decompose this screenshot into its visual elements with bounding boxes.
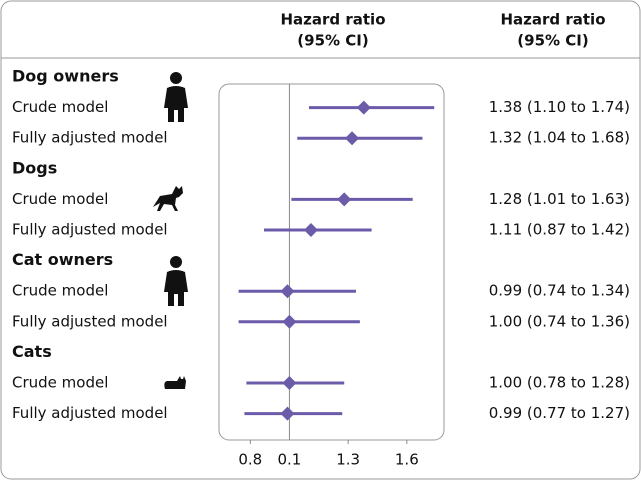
row-label: Fully adjusted model xyxy=(12,129,168,147)
dog-icon xyxy=(153,186,183,211)
point-estimate xyxy=(280,406,295,421)
value-label: 1.28 (1.01 to 1.63) xyxy=(489,190,630,208)
group-label: Cat owners xyxy=(12,250,113,269)
group-label: Dogs xyxy=(12,158,57,177)
cat-icon xyxy=(164,376,186,389)
value-label: 0.99 (0.74 to 1.34) xyxy=(489,282,630,300)
person-icon xyxy=(164,72,188,122)
point-estimate xyxy=(282,376,297,390)
x-tick-label: 1.6 xyxy=(395,451,419,469)
x-tick-label: 1.3 xyxy=(336,451,360,469)
point-estimate xyxy=(280,284,295,299)
person-icon xyxy=(164,256,188,306)
value-label: 1.11 (0.87 to 1.42) xyxy=(489,221,630,239)
value-label: 0.99 (0.77 to 1.27) xyxy=(489,404,630,422)
group-label: Dog owners xyxy=(12,67,119,86)
table-header: Hazard ratio xyxy=(500,11,605,29)
point-estimate xyxy=(345,131,360,146)
plot-frame xyxy=(218,83,445,441)
plot-header: Hazard ratio xyxy=(280,11,385,29)
point-estimate xyxy=(356,100,371,115)
value-label: 1.00 (0.74 to 1.36) xyxy=(489,312,630,330)
row-label: Crude model xyxy=(12,190,108,208)
table-header: (95% CI) xyxy=(517,32,588,50)
point-estimate xyxy=(282,314,297,329)
group-label: Cats xyxy=(12,342,52,361)
x-tick-label: 0.1 xyxy=(278,451,302,469)
plot-header: (95% CI) xyxy=(297,32,368,50)
value-label: 1.38 (1.10 to 1.74) xyxy=(489,98,630,116)
value-label: 1.32 (1.04 to 1.68) xyxy=(489,129,630,147)
row-label: Crude model xyxy=(12,374,108,392)
row-label: Crude model xyxy=(12,98,108,116)
row-label: Fully adjusted model xyxy=(12,221,168,239)
x-tick-label: 0.8 xyxy=(238,451,262,469)
row-label: Crude model xyxy=(12,282,108,300)
row-label: Fully adjusted model xyxy=(12,404,168,422)
point-estimate xyxy=(337,192,352,207)
point-estimate xyxy=(303,223,318,237)
value-label: 1.00 (0.78 to 1.28) xyxy=(489,374,630,392)
row-label: Fully adjusted model xyxy=(12,312,168,330)
